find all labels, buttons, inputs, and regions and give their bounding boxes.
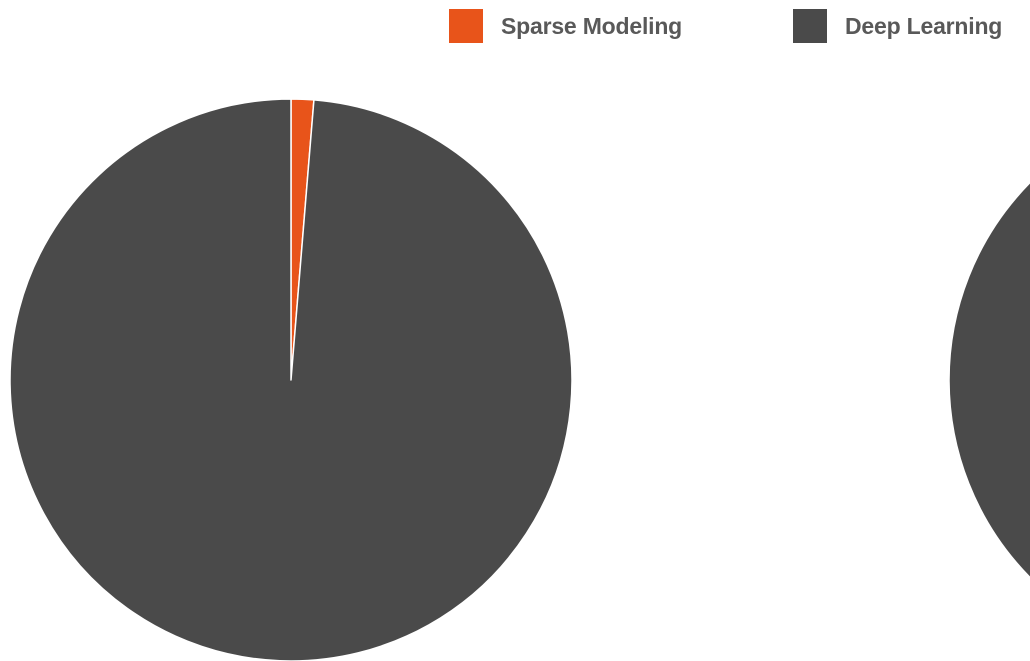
- legend-swatch-deep-learning: [793, 9, 827, 43]
- legend-item-deep-learning: Deep Learning: [793, 9, 1002, 43]
- legend-swatch-sparse-modeling: [449, 9, 483, 43]
- pie-chart-left: [9, 98, 573, 661]
- legend-item-sparse-modeling: Sparse Modeling: [449, 9, 682, 43]
- legend-label: Deep Learning: [845, 12, 1003, 39]
- pie-chart-right: [948, 181, 1030, 579]
- legend-label: Sparse Modeling: [501, 12, 683, 39]
- pie-slice-deep-learning: [948, 181, 1030, 579]
- pie-slice-deep-learning: [9, 98, 573, 661]
- chart-legend: Sparse Modeling Deep Learning: [0, 0, 1030, 54]
